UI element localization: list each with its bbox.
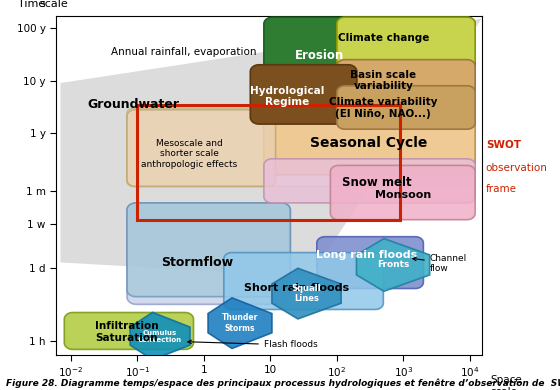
Text: Erosion: Erosion	[295, 49, 344, 62]
Polygon shape	[127, 110, 276, 186]
Text: Groundwater: Groundwater	[88, 98, 180, 111]
Polygon shape	[127, 108, 475, 186]
Text: Basin scale
variability: Basin scale variability	[350, 70, 417, 91]
Text: Infiltration
Saturation: Infiltration Saturation	[95, 321, 159, 343]
Polygon shape	[337, 60, 475, 102]
Text: Fronts: Fronts	[377, 261, 409, 269]
Polygon shape	[337, 86, 475, 129]
Polygon shape	[337, 17, 475, 67]
Polygon shape	[264, 115, 475, 175]
Text: frame: frame	[486, 184, 517, 194]
Text: Channel
flow: Channel flow	[413, 254, 467, 273]
Text: Thunder
Storms: Thunder Storms	[222, 314, 258, 333]
Text: Squall
Lines: Squall Lines	[292, 284, 321, 303]
Text: Cumulus
Convection: Cumulus Convection	[138, 330, 182, 342]
Polygon shape	[224, 253, 384, 310]
Polygon shape	[357, 239, 430, 291]
Polygon shape	[250, 65, 357, 124]
Polygon shape	[64, 312, 194, 349]
Polygon shape	[317, 237, 423, 289]
Text: Stormflow: Stormflow	[161, 256, 234, 269]
Text: Climate variability
(El Niño, NAO...): Climate variability (El Niño, NAO...)	[329, 98, 437, 119]
Polygon shape	[127, 203, 290, 304]
Polygon shape	[264, 17, 475, 92]
Text: Hydrological
Regime: Hydrological Regime	[250, 86, 324, 107]
Text: observation: observation	[486, 163, 548, 173]
Text: Space
scale
(km): Space scale (km)	[490, 375, 522, 390]
Text: Figure 28. Diagramme temps/espace des principaux processus hydrologiques et fenê: Figure 28. Diagramme temps/espace des pr…	[6, 379, 560, 388]
Polygon shape	[127, 203, 290, 297]
Text: Climate change: Climate change	[338, 33, 429, 43]
Polygon shape	[264, 159, 475, 203]
Text: SWOT: SWOT	[486, 140, 521, 149]
Text: Flash floods: Flash floods	[188, 340, 318, 349]
Polygon shape	[330, 165, 475, 220]
Polygon shape	[208, 298, 272, 348]
Text: Annual rainfall, evaporation: Annual rainfall, evaporation	[111, 47, 256, 57]
Text: Long rain floods: Long rain floods	[316, 250, 417, 260]
Polygon shape	[60, 19, 482, 277]
Text: Time: Time	[18, 0, 45, 9]
Text: Snow melt: Snow melt	[342, 176, 412, 190]
Polygon shape	[272, 268, 341, 319]
Polygon shape	[130, 312, 190, 360]
Text: Monsoon: Monsoon	[375, 190, 432, 200]
Text: Short rain floods: Short rain floods	[244, 284, 349, 294]
Text: Seasonal Cycle: Seasonal Cycle	[310, 136, 427, 150]
Text: scale: scale	[39, 0, 68, 9]
Text: Mesoscale and
shorter scale
anthropologic effects: Mesoscale and shorter scale anthropologi…	[141, 139, 237, 168]
